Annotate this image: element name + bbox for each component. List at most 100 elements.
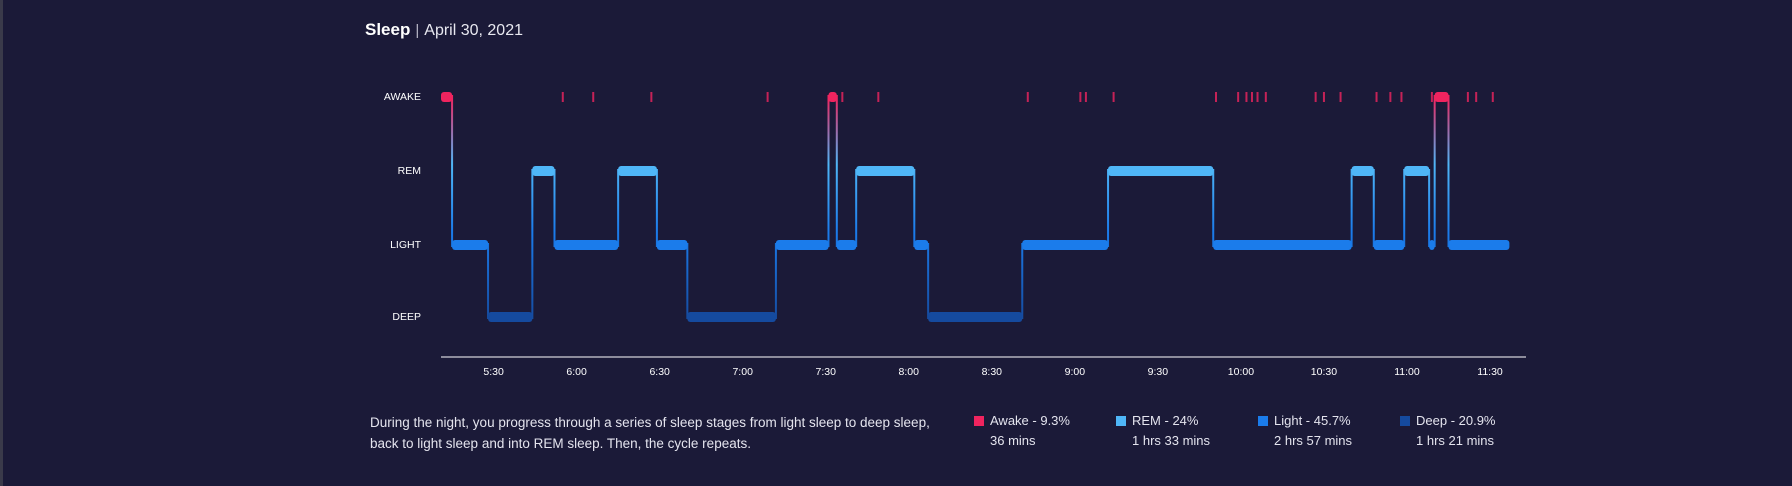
x-tick-label: 8:00 xyxy=(899,366,920,378)
stage-segment-light xyxy=(1448,240,1510,250)
stage-transitions xyxy=(451,95,1450,319)
brief-awakening-tick xyxy=(1491,92,1494,102)
stage-segment-deep xyxy=(928,312,1023,322)
brief-awakening-tick xyxy=(592,92,595,102)
legend-swatch-rem xyxy=(1116,416,1126,426)
stage-segment-light xyxy=(554,240,619,250)
brief-awakening-tick xyxy=(1084,92,1087,102)
brief-awakenings xyxy=(561,92,1494,102)
brief-awakening-tick xyxy=(1339,92,1342,102)
brief-awakening-tick xyxy=(1475,92,1478,102)
stage-segment-rem xyxy=(1108,166,1214,176)
stage-segment-awake xyxy=(1434,92,1449,102)
x-tick-label: 7:00 xyxy=(732,366,753,378)
stage-segment-light xyxy=(775,240,829,250)
brief-awakening-tick xyxy=(877,92,880,102)
stage-transition xyxy=(655,169,658,247)
x-tick-label: 9:30 xyxy=(1148,366,1169,378)
stage-transition xyxy=(1372,169,1375,247)
stage-segment-light xyxy=(1429,240,1435,250)
legend-item-rem: REM - 24% 1 hrs 33 mins xyxy=(1116,413,1210,448)
stage-segments xyxy=(441,92,1510,322)
stage-segment-deep xyxy=(687,312,776,322)
stage-transition xyxy=(451,95,454,247)
brief-awakening-tick xyxy=(1322,92,1325,102)
title-text: Sleep xyxy=(365,20,411,39)
stage-transition xyxy=(835,95,838,247)
stage-segment-light xyxy=(452,240,489,250)
stage-segment-rem xyxy=(1404,166,1430,176)
legend-label-awake: Awake - 9.3% xyxy=(990,413,1070,428)
stage-transition xyxy=(617,169,620,247)
brief-awakening-tick xyxy=(1237,92,1240,102)
title-separator: | xyxy=(415,22,420,39)
legend: Awake - 9.3% 36 mins REM - 24% 1 hrs 33 … xyxy=(974,413,1594,453)
brief-awakening-tick xyxy=(1256,92,1259,102)
legend-duration-light: 2 hrs 57 mins xyxy=(1274,433,1353,448)
stage-transition xyxy=(1447,95,1450,247)
x-axis-labels: 5:30 6:00 6:30 7:00 7:30 8:00 8:30 9:00 9:30 10:0… xyxy=(483,366,1503,378)
stage-transition xyxy=(913,169,916,247)
stage-transition xyxy=(1433,95,1436,247)
stage-transition xyxy=(686,243,689,319)
stage-segment-deep xyxy=(488,312,533,322)
stage-segment-rem xyxy=(618,166,657,176)
stage-segment-light xyxy=(914,240,929,250)
brief-awakening-tick xyxy=(1250,92,1253,102)
legend-item-awake: Awake - 9.3% 36 mins xyxy=(974,413,1070,448)
legend-swatch-awake xyxy=(974,416,984,426)
x-tick-label: 11:00 xyxy=(1394,366,1420,378)
stage-transition xyxy=(1212,169,1215,247)
stage-transition xyxy=(531,169,534,319)
x-tick-label: 11:30 xyxy=(1477,366,1503,378)
date-text: April 30, 2021 xyxy=(424,22,523,39)
brief-awakening-tick xyxy=(841,92,844,102)
legend-swatch-light xyxy=(1258,416,1268,426)
brief-awakening-tick xyxy=(561,92,564,102)
page-title: Sleep | April 30, 2021 xyxy=(365,20,523,40)
legend-label-rem: REM - 24% xyxy=(1132,413,1199,428)
stage-segment-light xyxy=(836,240,857,250)
brief-awakening-tick xyxy=(650,92,653,102)
stage-transition xyxy=(1021,243,1024,319)
stage-segment-light xyxy=(1373,240,1405,250)
stage-transition xyxy=(827,95,830,247)
stage-segment-light xyxy=(1213,240,1352,250)
x-tick-label: 10:30 xyxy=(1311,366,1337,378)
x-tick-label: 6:00 xyxy=(566,366,587,378)
window-edge xyxy=(0,0,3,486)
stage-segment-light xyxy=(1022,240,1109,250)
stage-transition xyxy=(487,243,490,319)
x-tick-label: 5:30 xyxy=(483,366,504,378)
brief-awakening-tick xyxy=(1079,92,1082,102)
stage-segment-rem xyxy=(856,166,915,176)
legend-label-deep: Deep - 20.9% xyxy=(1416,413,1496,428)
stage-segment-awake xyxy=(441,92,453,102)
y-label-deep: DEEP xyxy=(392,311,421,323)
legend-duration-rem: 1 hrs 33 mins xyxy=(1132,433,1211,448)
brief-awakening-tick xyxy=(1264,92,1267,102)
brief-awakening-tick xyxy=(1389,92,1392,102)
stage-transition xyxy=(927,243,930,319)
brief-awakening-tick xyxy=(1314,92,1317,102)
brief-awakening-tick xyxy=(766,92,769,102)
legend-duration-awake: 36 mins xyxy=(990,433,1036,448)
legend-label-light: Light - 45.7% xyxy=(1274,413,1351,428)
stage-transition xyxy=(1428,169,1431,247)
y-label-light: LIGHT xyxy=(390,239,422,251)
sleep-stages-chart: AWAKE REM LIGHT DEEP 5:30 6:00 6:30 7:00 7:30 8:… xyxy=(384,91,1526,378)
brief-awakening-tick xyxy=(1400,92,1403,102)
brief-awakening-tick xyxy=(1375,92,1378,102)
x-tick-label: 7:30 xyxy=(816,366,837,378)
legend-item-light: Light - 45.7% 2 hrs 57 mins xyxy=(1258,413,1352,448)
stage-segment-rem xyxy=(532,166,555,176)
stage-segment-rem xyxy=(1351,166,1374,176)
legend-duration-deep: 1 hrs 21 mins xyxy=(1416,433,1495,448)
x-tick-label: 6:30 xyxy=(649,366,670,378)
brief-awakening-tick xyxy=(1430,92,1433,102)
stage-segment-awake xyxy=(828,92,837,102)
x-tick-label: 9:00 xyxy=(1065,366,1086,378)
brief-awakening-tick xyxy=(1245,92,1248,102)
stage-transition xyxy=(855,169,858,247)
brief-awakening-tick xyxy=(1215,92,1217,102)
